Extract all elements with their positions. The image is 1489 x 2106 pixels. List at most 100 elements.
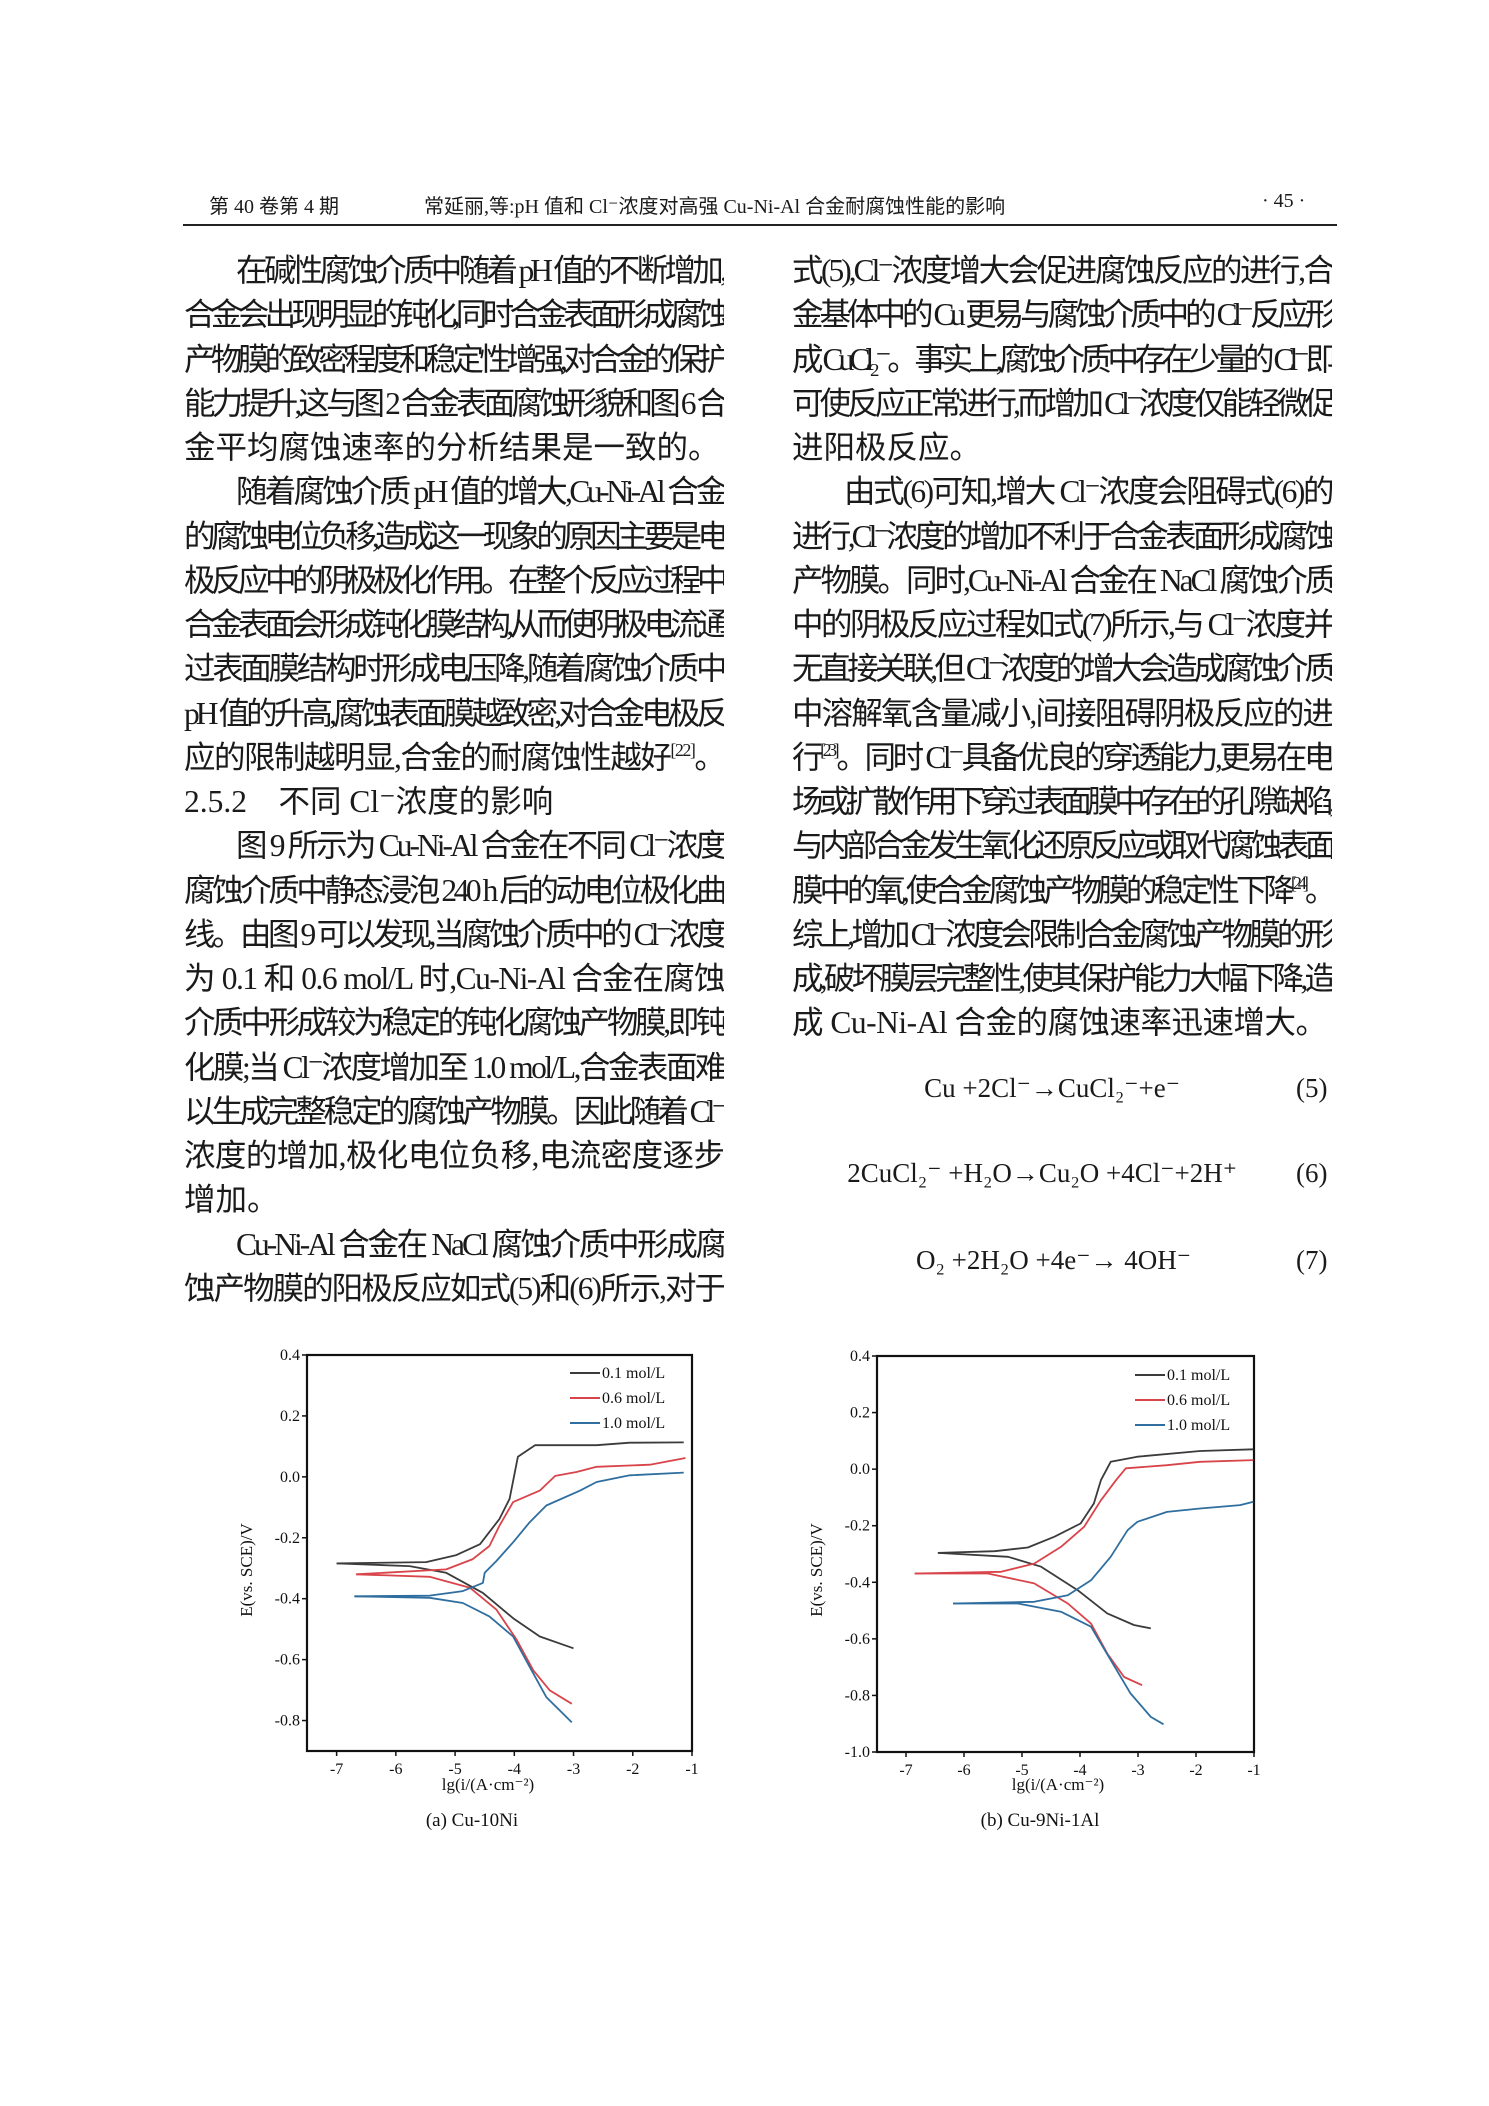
text-line: pH 值的升高,腐蚀表面膜越致密,对合金电极反 (184, 692, 724, 736)
y-tick-label: 0.0 (850, 1461, 870, 1478)
text-segment: 过表面膜结构时形成电压降,随着腐蚀介质中 (184, 651, 724, 687)
text-line: 膜中的氧,使合金腐蚀产物膜的稳定性下降[24]。 (792, 869, 1332, 913)
text-segment: 合金表面会形成钝化膜结构,从而使阴极电流通 (184, 607, 724, 642)
text-line: 介质中形成较为稳定的钝化腐蚀产物膜,即钝 (184, 1001, 724, 1045)
text-line: 能力提升,这与图 2 合金表面腐蚀形貌和图 6 合 (184, 382, 724, 426)
text-segment: 成,破坏膜层完整性,使其保护能力大幅下降,造 (792, 961, 1332, 996)
text-segment: 腐蚀介质中静态浸泡 240 h 后的动电位极化曲 (184, 872, 724, 908)
series-line-10-cathodic (953, 1602, 1164, 1726)
text-segment: 进阳极反应。 (792, 430, 982, 465)
text-segment: 产物膜的致密程度和稳定性增强,对合金的保护 (184, 341, 724, 377)
series-line-06-cathodic (914, 1572, 1143, 1687)
text-segment: 中的阴极反应过程如式(7)所示,与 Cl⁻浓度并 (792, 607, 1332, 642)
y-tick-label: -0.8 (275, 1713, 300, 1730)
text-segment: 2.5.2 不同 Cl⁻浓度的影响 (184, 784, 554, 819)
y-axis-label: E(vs. SCE)/V (237, 1523, 256, 1617)
text-segment: pH 值的升高,腐蚀表面膜越致密,对合金电极反 (184, 695, 724, 731)
text-line: 线。由图 9 可以发现,当腐蚀介质中的 Cl⁻浓度 (184, 913, 724, 957)
x-tick-label: -7 (330, 1761, 343, 1778)
citation: [24] (1290, 872, 1309, 893)
text-segment: 为 0.1 和 0.6 mol/L 时,Cu-Ni-Al 合金在腐蚀 (184, 961, 724, 996)
text-line: Cu-Ni-Al 合金在 NaCl 腐蚀介质中形成腐 (184, 1223, 724, 1267)
x-tick-label: -1 (1247, 1762, 1260, 1779)
equation-5: Cu +2Cl⁻→CuCl₂⁻+e⁻ (924, 1073, 1180, 1103)
x-tick-label: -4 (508, 1761, 521, 1778)
legend-label: 0.1 mol/L (1167, 1367, 1230, 1384)
journal-issue: 第 40 卷第 4 期 (209, 196, 339, 218)
y-axis-label: E(vs. SCE)/V (807, 1523, 826, 1617)
text-segment: 能力提升,这与图 2 合金表面腐蚀形貌和图 6 合 (184, 385, 724, 421)
y-tick-label: -0.6 (275, 1652, 300, 1669)
series-line-10-cathodic (354, 1595, 573, 1724)
x-tick-label: -2 (626, 1761, 639, 1778)
text-line: 应的限制越明显,合金的耐腐蚀性越好[22]。 (184, 736, 724, 780)
text-line: 化膜;当 Cl⁻浓度增加至 1.0 mol/L,合金表面难 (184, 1046, 724, 1090)
text-segment: 行 (792, 739, 824, 775)
x-axis-label: lg(i/(A·cm⁻²) (1012, 1775, 1104, 1794)
text-line: 中溶解氧含量减小,间接阻碍阴极反应的进 (792, 692, 1332, 736)
text-segment: 蚀产物膜的阳极反应如式(5)和(6)所示,对于 (184, 1270, 724, 1306)
legend-label: 1.0 mol/L (1167, 1417, 1230, 1434)
x-tick-label: -3 (1131, 1762, 1144, 1779)
text-line: 可使反应正常进行,而增加 Cl⁻浓度仅能轻微促 (792, 382, 1332, 426)
text-line: 进行,Cl⁻浓度的增加不利于合金表面形成腐蚀 (792, 515, 1332, 559)
x-tick-label: -7 (899, 1762, 912, 1779)
y-tick-label: -0.2 (845, 1518, 870, 1535)
text-segment: 膜中的氧,使合金腐蚀产物膜的稳定性下降 (792, 872, 1295, 908)
plot-frame (875, 1354, 1256, 1754)
y-tick-label: -0.2 (275, 1530, 300, 1547)
text-segment: 合金会出现明显的钝化,同时合金表面形成腐蚀 (184, 297, 724, 333)
legend-label: 0.1 mol/L (602, 1365, 665, 1382)
text-segment: 场或扩散作用下穿过表面膜中存在的孔隙缺陷, (792, 784, 1332, 819)
text-segment: 综上,增加 Cl⁻浓度会限制合金腐蚀产物膜的形 (792, 916, 1332, 952)
equation-number: (5) (1296, 1073, 1328, 1103)
text-line: 腐蚀介质中静态浸泡 240 h 后的动电位极化曲 (184, 869, 724, 913)
text-segment: 以生成完整稳定的腐蚀产物膜。因此随着 Cl⁻ (184, 1093, 724, 1129)
text-segment: 成 Cu-Ni-Al 合金的腐蚀速率迅速增大。 (792, 1005, 1327, 1041)
equation-number: (6) (1296, 1158, 1328, 1188)
text-segment: 应的限制越明显,合金的耐腐蚀性越好 (184, 739, 672, 775)
header-rule (183, 224, 1337, 226)
series-line-06-cathodic (356, 1573, 573, 1705)
text-segment: 产物膜。同时,Cu-Ni-Al 合金在 NaCl 腐蚀介质 (792, 562, 1332, 598)
text-line: 成,破坏膜层完整性,使其保护能力大幅下降,造 (792, 957, 1332, 1001)
text-segment: 极反应中的阴极极化作用。在整个反应过程中 (184, 562, 724, 598)
series-line-01-anodic (937, 1448, 1254, 1554)
text-segment: 。同时 Cl⁻具备优良的穿透能力,更易在电 (836, 739, 1332, 775)
text-segment: 中溶解氧含量减小,间接阻碍阴极反应的进 (792, 695, 1332, 731)
equation-6: 2CuCl₂⁻ +H₂O→Cu₂O +4Cl⁻+2H⁺ (847, 1158, 1237, 1188)
text-segment: 由式(6)可知,增大 Cl⁻浓度会阻碍式(6)的 (844, 474, 1332, 510)
text-segment: 金基体中的 Cu 更易与腐蚀介质中的 Cl⁻反应形 (792, 297, 1332, 333)
text-line: 产物膜的致密程度和稳定性增强,对合金的保护 (184, 338, 724, 382)
series-line-06-anodic (356, 1457, 686, 1576)
right-text-column: 式(5),Cl⁻浓度增大会促进腐蚀反应的进行,合 金基体中的 Cu 更易与腐蚀介质… (792, 249, 1332, 1046)
y-tick-label: -0.4 (275, 1591, 300, 1608)
series-line-06-anodic (914, 1459, 1254, 1575)
y-tick-label: 0.0 (280, 1469, 300, 1486)
y-tick-label: -0.4 (845, 1574, 870, 1591)
text-line: 金基体中的 Cu 更易与腐蚀介质中的 Cl⁻反应形 (792, 293, 1332, 337)
text-line: 行[23]。同时 Cl⁻具备优良的穿透能力,更易在电 (792, 736, 1332, 780)
text-line: 综上,增加 Cl⁻浓度会限制合金腐蚀产物膜的形 (792, 913, 1332, 957)
text-line: 浓度的增加,极化电位负移,电流密度逐步 (184, 1134, 724, 1178)
series-line-01-cathodic (336, 1562, 574, 1650)
text-line: 由式(6)可知,增大 Cl⁻浓度会阻碍式(6)的 (792, 470, 1332, 514)
text-line: 与内部合金发生氧化还原反应或取代腐蚀表面 (792, 824, 1332, 868)
series-line-10-anodic (354, 1471, 684, 1598)
text-line: 成 Cu-Ni-Al 合金的腐蚀速率迅速增大。 (792, 1001, 1332, 1045)
text-line: 增加。 (184, 1178, 724, 1222)
x-tick-label: -1 (685, 1761, 698, 1778)
text-segment: 介质中形成较为稳定的钝化腐蚀产物膜,即钝 (184, 1005, 724, 1041)
y-tick-label: -0.8 (845, 1687, 870, 1704)
series-line-01-anodic (336, 1441, 684, 1565)
text-segment: 线。由图 9 可以发现,当腐蚀介质中的 Cl⁻浓度 (184, 916, 724, 952)
running-title: 常延丽,等:pH 值和 Cl⁻浓度对高强 Cu-Ni-Al 合金耐腐蚀性能的影响 (424, 196, 1006, 218)
text-line: 场或扩散作用下穿过表面膜中存在的孔隙缺陷, (792, 780, 1332, 824)
text-segment: 化膜;当 Cl⁻浓度增加至 1.0 mol/L,合金表面难 (184, 1049, 724, 1085)
citation: [23] (820, 739, 840, 760)
polarization-chart-b: E(vs. SCE)/V lg(i/(A·cm⁻²) (b) Cu-9Ni-1A… (807, 1348, 1261, 1831)
x-tick-label: -2 (1189, 1762, 1202, 1779)
text-segment: 在碱性腐蚀介质中随着 pH 值的不断增加, (236, 253, 724, 288)
figure-caption: (b) Cu-9Ni-1Al (981, 1810, 1100, 1831)
y-tick-label: -0.6 (845, 1631, 870, 1648)
